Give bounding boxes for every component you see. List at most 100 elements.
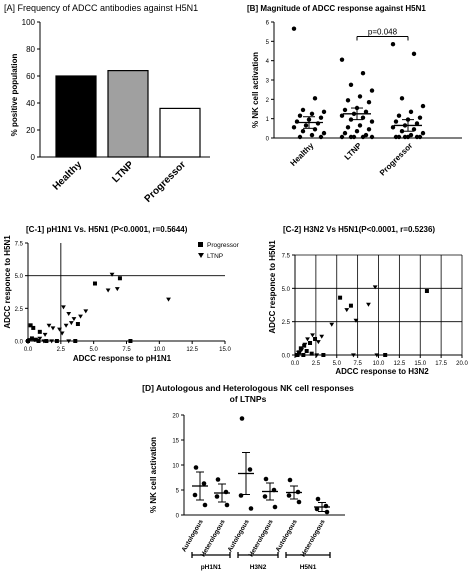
panel-a-bar-healthy xyxy=(55,75,97,158)
panel-b-point xyxy=(297,134,303,140)
c2-point-progressor xyxy=(304,349,309,353)
panel-b-point xyxy=(360,115,366,120)
panel-b-x-label-ltnp: LTNP xyxy=(343,141,364,162)
panel-a-y-tick-label: 20 xyxy=(26,126,35,135)
panel-a-y-tick-label: 60 xyxy=(26,72,35,81)
legend-ltnp-label: LTNP xyxy=(207,253,223,260)
panel-d-x-label-autologous: Autologous xyxy=(181,518,205,553)
panel-d-group-brackets: pH1N1 H3N2 H5N1 xyxy=(191,552,331,571)
panel-b-y-label: % NK cell activation xyxy=(251,52,260,128)
c2-point-ltnp xyxy=(372,285,378,290)
panel-b-point xyxy=(396,113,402,118)
panel-b-point xyxy=(414,121,420,126)
panel-b-axes xyxy=(273,22,462,139)
panel-d-point xyxy=(192,492,198,498)
panel-d-y-tick-label: 10 xyxy=(172,464,179,470)
panel-b-point xyxy=(342,107,348,113)
panel-b-point xyxy=(321,109,327,115)
c1-point-progressor xyxy=(75,322,80,327)
panel-c1-y-ticks: 0.0 2.5 5.0 7.5 xyxy=(15,242,28,346)
panel-a-y-label: % positive population xyxy=(10,54,19,137)
c2-point-progressor xyxy=(309,351,314,356)
panel-b-point xyxy=(363,109,369,115)
panel-b-point xyxy=(309,132,315,138)
c1-y-tick-label: 7.5 xyxy=(15,242,24,248)
panel-d-axes xyxy=(183,415,345,516)
panel-a-y-tick-label: 100 xyxy=(22,18,36,27)
panel-b-point xyxy=(300,129,306,134)
panel-b-point xyxy=(366,127,372,132)
panel-d-title-line-1: [D] Autologous and Heterologous NK cell … xyxy=(142,383,354,393)
panel-a-y-tick-label: 0 xyxy=(31,153,36,162)
c2-x-tick-label: 0.0 xyxy=(291,361,300,367)
c2-x-tick-label: 5.0 xyxy=(333,361,342,367)
panel-a: [A] Frequency of ADCC antibodies against… xyxy=(4,3,210,205)
panel-b-point xyxy=(318,134,324,140)
panel-a-bars xyxy=(55,69,201,158)
c1-x-tick-label: 0.0 xyxy=(24,347,33,353)
panel-d-point xyxy=(214,494,220,499)
c2-x-tick-label: 7.5 xyxy=(353,361,362,367)
panel-b-point xyxy=(339,113,345,118)
panel-b-point xyxy=(393,119,399,124)
panel-d-point xyxy=(248,506,254,511)
c2-y-tick-label: 7.5 xyxy=(282,254,291,260)
panel-d-y-tick-label: 0 xyxy=(176,514,180,520)
panel-d-y-ticks: 0 5 10 15 20 xyxy=(172,414,184,520)
c2-x-tick-label: 15.0 xyxy=(414,361,426,367)
panel-d-point xyxy=(296,499,302,505)
c1-x-tick-label: 15.0 xyxy=(219,347,231,353)
panel-d-point xyxy=(286,493,292,498)
c2-x-tick-label: 10.0 xyxy=(373,361,385,367)
c2-point-ltnp xyxy=(329,322,335,327)
c2-point-ltnp xyxy=(302,342,308,347)
panel-b-y-tick-label: 5 xyxy=(266,40,270,46)
c2-point-ltnp xyxy=(305,337,310,342)
panel-b-title: [B] Magnitude of ADCC response against H… xyxy=(247,4,426,13)
panel-b-point xyxy=(414,134,420,140)
panel-d-point xyxy=(287,477,293,483)
panel-d-title-line-2: of LTNPs xyxy=(230,394,267,404)
panel-d-point xyxy=(215,477,221,482)
panel-c2-axes xyxy=(294,255,462,356)
panel-d-point xyxy=(201,481,207,486)
panel-b-point xyxy=(303,123,309,128)
panel-d-point xyxy=(224,502,230,508)
panel-d-point xyxy=(314,506,320,512)
c1-y-tick-label: 5.0 xyxy=(15,274,24,280)
panel-a-axes xyxy=(39,22,210,158)
panel-b-point xyxy=(354,129,360,134)
c2-point-progressor xyxy=(308,341,313,345)
c2-point-ltnp xyxy=(319,334,325,339)
panel-c1-points xyxy=(26,272,171,344)
panel-d-point xyxy=(315,496,321,502)
panel-a-y-tick-label: 40 xyxy=(26,99,35,108)
panel-c2-x-label: ADCC response to H3N2 xyxy=(335,367,429,376)
panel-b-point xyxy=(312,127,318,132)
panel-b-point xyxy=(357,123,363,128)
panel-b-y-tick-label: 6 xyxy=(266,21,270,27)
panel-b-point xyxy=(300,107,306,113)
c1-point-ltnp xyxy=(59,331,65,336)
panel-c2: [C-2] H3N2 Vs H5N1(P<0.0001, r=0.5236) A… xyxy=(268,225,468,376)
c2-point-ltnp xyxy=(295,350,301,355)
c2-x-tick-label: 12.5 xyxy=(394,361,406,367)
c2-point-progressor xyxy=(424,289,429,293)
c1-point-progressor xyxy=(92,281,97,286)
panel-c2-title: [C-2] H3N2 Vs H5N1(P<0.0001, r=0.5236) xyxy=(283,225,435,234)
panel-d-x-label-autologous: Autologous xyxy=(275,518,299,553)
legend-progressor-label: Progressor xyxy=(207,242,240,249)
panel-b-point xyxy=(393,134,399,140)
c1-point-progressor xyxy=(31,325,36,330)
c1-point-ltnp xyxy=(32,338,37,343)
panel-d-y-label: % NK cell activation xyxy=(149,437,158,513)
panel-b-point xyxy=(309,111,315,117)
panel-c2-grid-lines xyxy=(295,254,463,355)
panel-d-group-label-h5n1: H5N1 xyxy=(300,564,317,571)
panel-b: [B] Magnitude of ADCC response against H… xyxy=(247,4,462,178)
c1-point-ltnp xyxy=(78,314,83,319)
panel-d-point xyxy=(324,509,330,515)
panel-c1-legend: Progressor LTNP xyxy=(198,242,240,260)
c1-y-tick-label: 0.0 xyxy=(15,340,24,346)
